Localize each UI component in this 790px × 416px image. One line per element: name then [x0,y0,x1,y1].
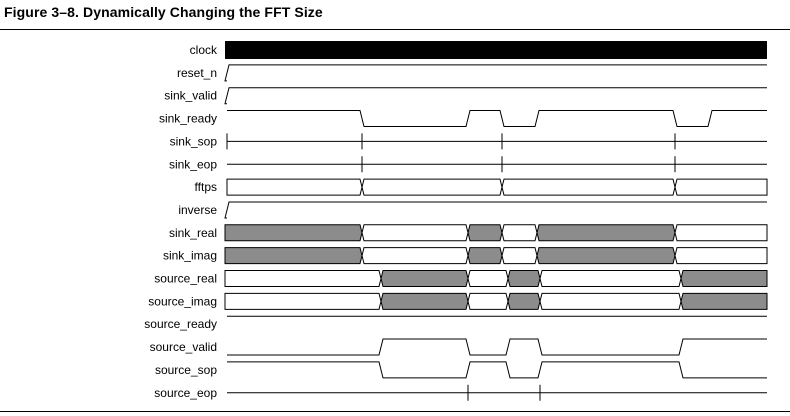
signal-waveforms [224,41,768,401]
signal-labels: clock reset_n sink_valid sink_ready sink_sop… [144,43,218,400]
waveform-clock [225,41,767,59]
bus-segment-source_real-2 [467,270,509,287]
figure-title: Figure 3–8. Dynamically Changing the FFT… [4,4,323,20]
bus-segment-source_imag-5 [680,292,768,310]
waveform-sink_eop [227,156,767,173]
bus-segment-source_imag-1 [380,292,469,310]
waveform-fftps [226,178,768,196]
signal-label-sink_sop: sink_sop [170,134,218,148]
signal-label-source_ready: source_ready [144,317,217,331]
bit-trace-reset_n [224,64,767,82]
bus-segment-sink_imag-1 [361,247,469,265]
signal-label-source_real: source_real [154,272,217,286]
bus-segment-source_imag-0 [224,292,382,310]
waveform-source_valid [227,338,767,356]
signal-label-fftps: fftps [195,180,217,194]
waveform-sink_sop [226,133,767,150]
bus-segment-fftps-1 [361,178,503,196]
bus-segment-sink_real-1 [361,224,469,242]
bit-trace-source_sop [227,361,767,379]
waveform-source_sop [227,361,767,379]
waveform-inverse [224,201,767,219]
bus-segment-source_real-4 [539,270,682,287]
signal-label-source_valid: source_valid [150,340,217,354]
waveform-sink_real [224,224,768,242]
bit-trace-source_valid [227,338,767,356]
bus-segment-sink_real-2 [467,224,503,242]
bus-segment-fftps-3 [674,178,768,196]
bus-segment-sink_real-3 [501,224,538,242]
top-rule [0,29,790,30]
bottom-rule [0,411,790,412]
signal-label-clock: clock [190,43,218,57]
bus-segment-source_real-0 [224,270,382,287]
bus-segment-source_real-3 [507,270,541,287]
waveform-sink_ready [227,110,767,128]
waveform-source_real [224,270,768,287]
bus-segment-sink_real-0 [224,224,363,242]
bus-segment-sink_imag-3 [501,247,538,265]
bus-segment-source_imag-3 [507,292,541,310]
clock-waveform-bar [225,41,767,59]
signal-label-sink_eop: sink_eop [169,157,217,171]
waveform-sink_valid [224,87,767,105]
waveform-source_eop [227,384,767,401]
signal-label-sink_real: sink_real [169,226,217,240]
signal-label-source_sop: source_sop [155,363,217,377]
signal-label-sink_valid: sink_valid [164,89,217,103]
bit-trace-sink_valid [224,87,767,105]
bit-trace-inverse [224,201,767,219]
bus-segment-fftps-2 [501,178,676,196]
bit-trace-sink_ready [227,110,767,128]
signal-label-reset_n: reset_n [177,66,217,80]
bus-segment-fftps-0 [226,178,363,196]
waveform-source_imag [224,292,768,310]
waveform-sink_imag [224,247,768,265]
bus-segment-source_imag-4 [539,292,682,310]
bus-segment-sink_imag-5 [674,247,768,265]
bus-segment-source_real-1 [380,270,469,287]
bus-segment-sink_imag-2 [467,247,503,265]
bus-segment-sink_real-5 [674,224,768,242]
bus-segment-sink_real-4 [536,224,676,242]
bus-segment-sink_imag-4 [536,247,676,265]
bus-segment-source_imag-2 [467,292,509,310]
signal-label-inverse: inverse [178,203,217,217]
signal-label-source_eop: source_eop [154,386,217,400]
signal-label-source_imag: source_imag [148,294,217,308]
bus-segment-source_real-5 [680,270,768,287]
signal-label-sink_imag: sink_imag [163,249,217,263]
bus-segment-sink_imag-0 [224,247,363,265]
waveform-reset_n [224,64,767,82]
signal-label-sink_ready: sink_ready [159,112,217,126]
